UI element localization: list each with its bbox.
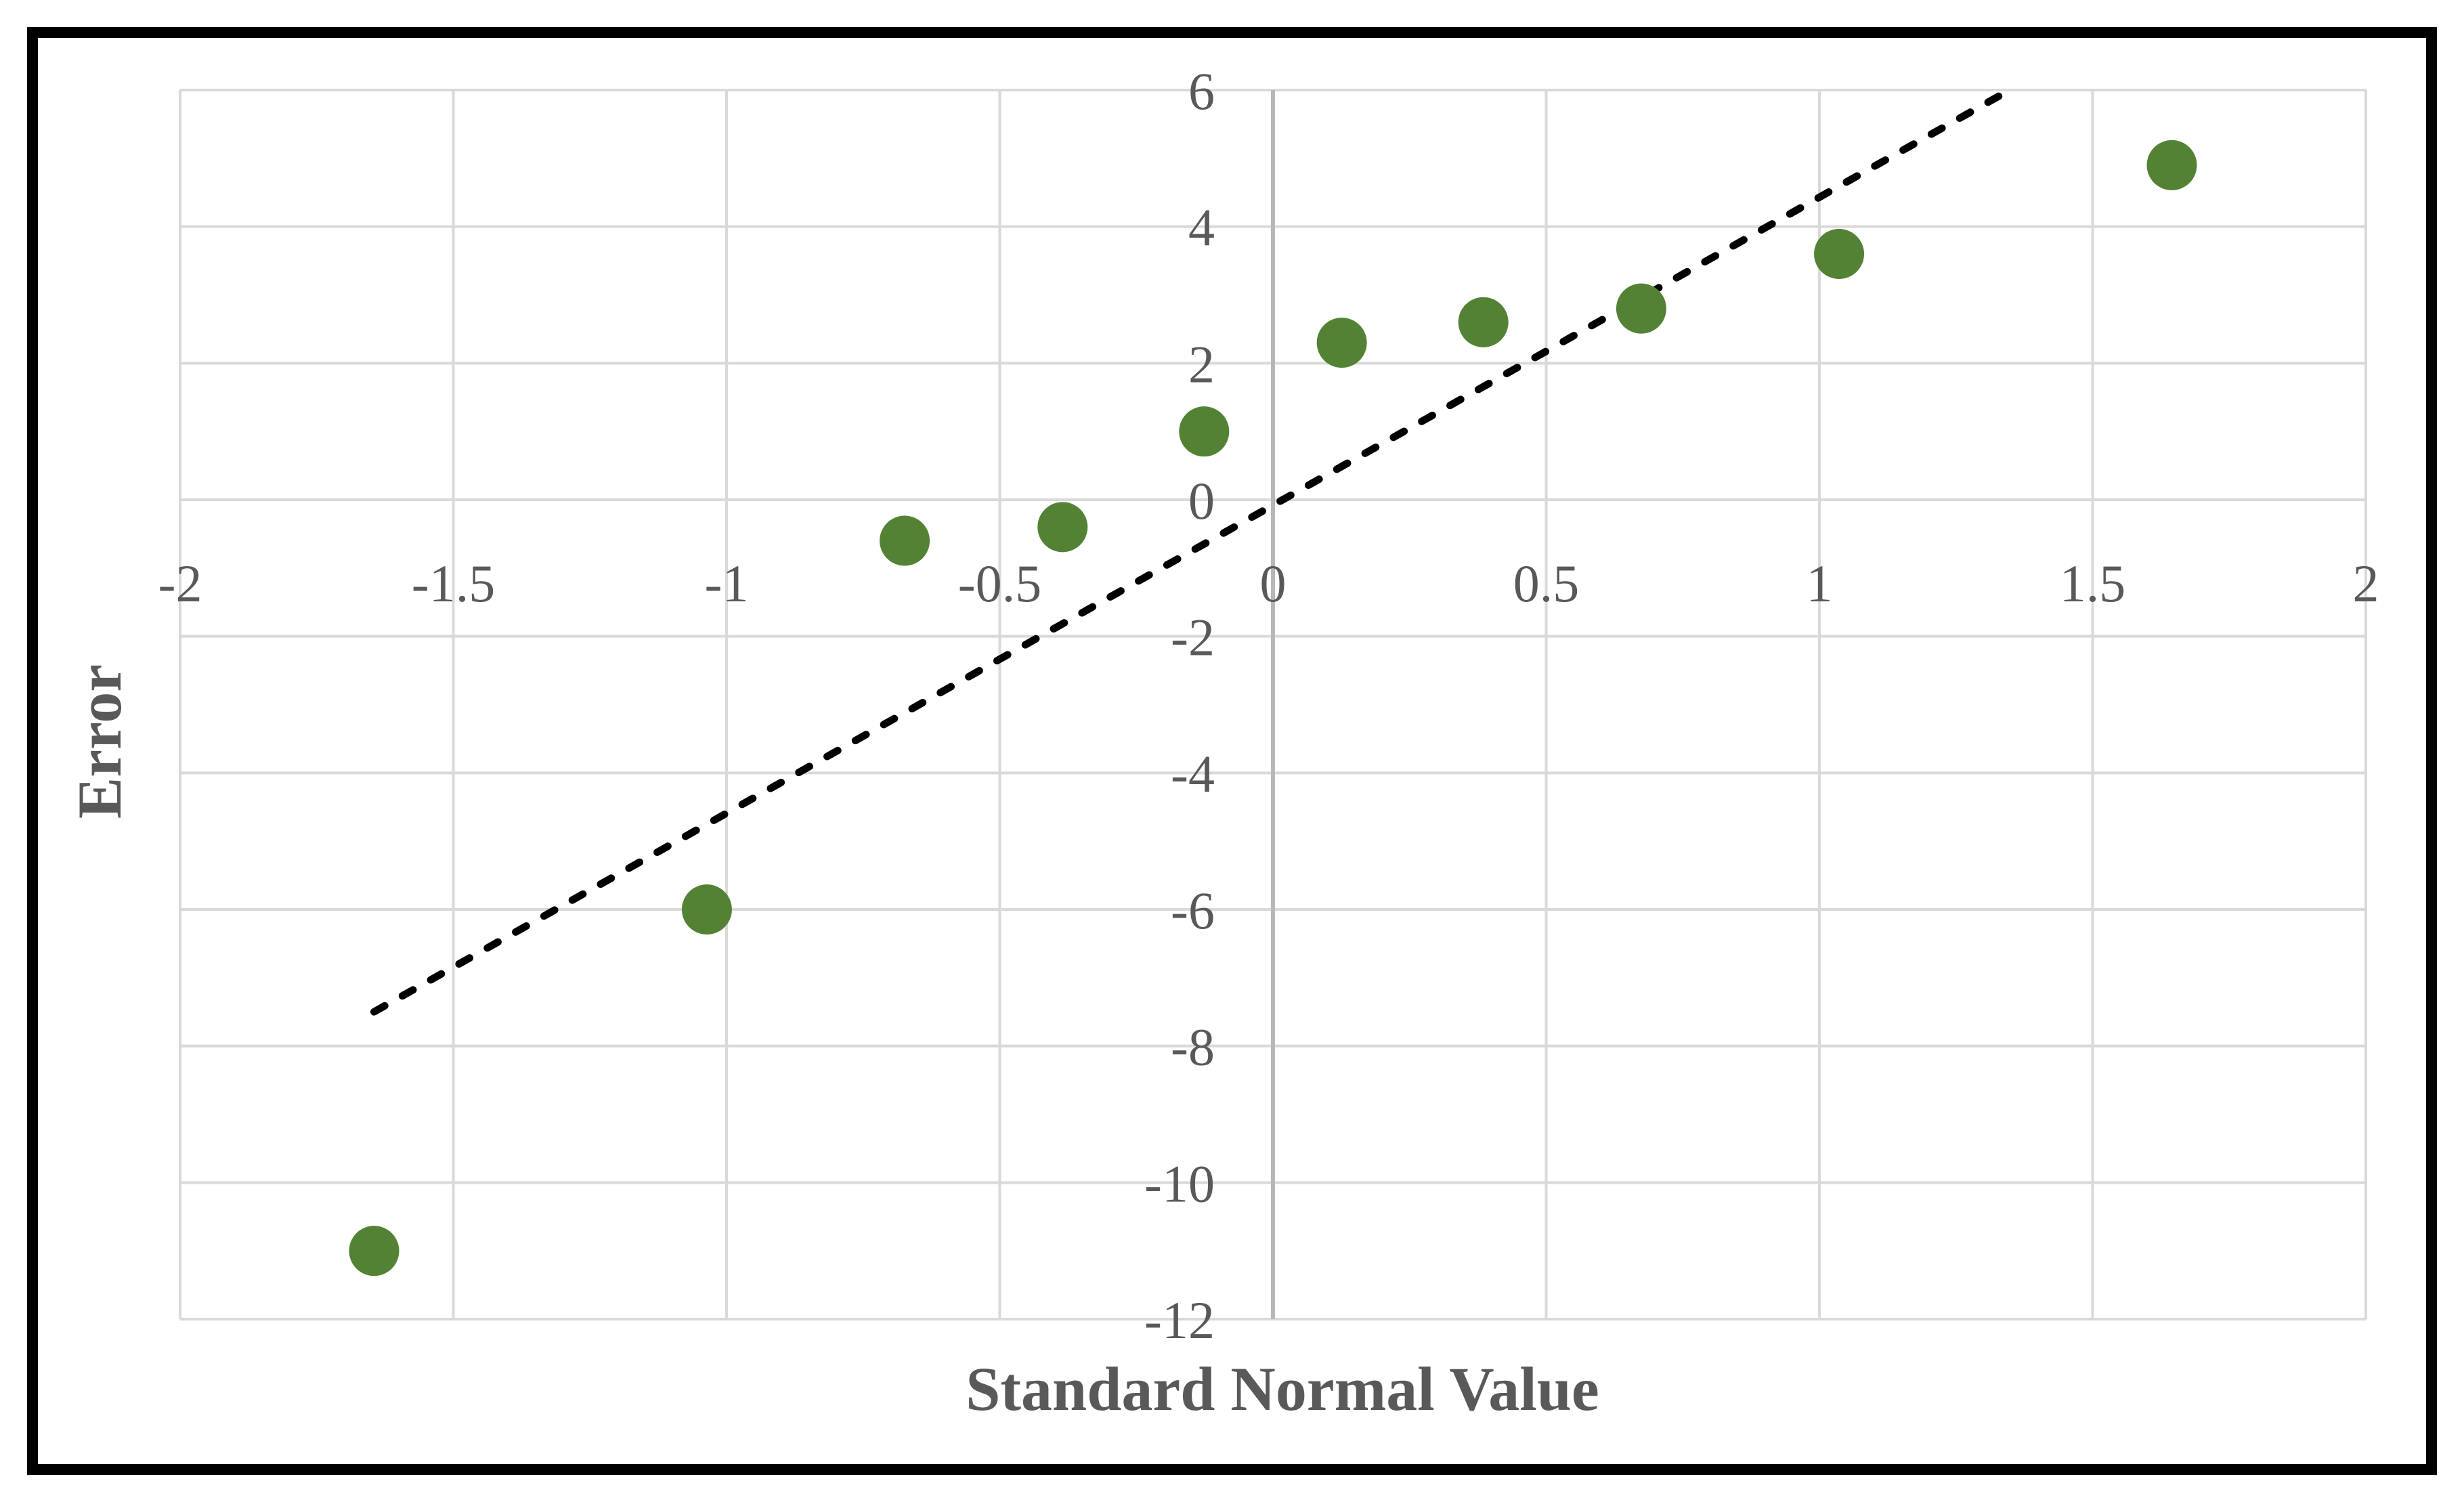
data-point bbox=[681, 884, 732, 935]
data-point bbox=[349, 1226, 399, 1276]
tick-labels-layer: -2 -1.5 -1 -0.5 0 0.5 1 1.5 2 6 4 2 0 -2 -4 -6 -8 -10 -12 bbox=[158, 62, 2379, 1350]
x-axis-title: Standard Normal Value bbox=[966, 1354, 1599, 1423]
data-point bbox=[2146, 140, 2197, 190]
y-tick-label: 6 bbox=[1188, 62, 1215, 121]
x-tick-label: 2 bbox=[2353, 554, 2379, 613]
y-tick-label: 0 bbox=[1188, 471, 1215, 530]
data-point bbox=[1458, 297, 1509, 347]
data-point bbox=[1179, 406, 1230, 457]
data-point bbox=[1616, 283, 1666, 334]
data-point bbox=[1814, 229, 1865, 279]
y-tick-label: -10 bbox=[1144, 1154, 1215, 1213]
x-tick-label: -1.5 bbox=[412, 554, 495, 613]
data-points-layer bbox=[349, 140, 2197, 1276]
x-tick-label: -2 bbox=[158, 554, 202, 613]
y-tick-label: -12 bbox=[1144, 1291, 1215, 1350]
data-point bbox=[1316, 318, 1367, 368]
data-point bbox=[1037, 502, 1088, 553]
data-point bbox=[880, 515, 930, 566]
trendline-layer bbox=[370, 86, 2014, 1016]
y-tick-label: -6 bbox=[1171, 881, 1215, 940]
x-tick-label: 1 bbox=[1807, 554, 1833, 613]
x-tick-label: 1.5 bbox=[2060, 554, 2126, 613]
x-tick-label: -1 bbox=[705, 554, 749, 613]
x-tick-label: 0.5 bbox=[1513, 554, 1580, 613]
y-tick-label: -2 bbox=[1171, 608, 1215, 667]
x-tick-label: 0 bbox=[1260, 554, 1287, 613]
trendline-dashed bbox=[370, 86, 2014, 1016]
frame-border bbox=[27, 27, 2437, 1475]
x-tick-label: -0.5 bbox=[958, 554, 1041, 613]
y-tick-label: 2 bbox=[1188, 335, 1215, 393]
y-axis-title: Error bbox=[65, 664, 134, 819]
y-tick-label: -8 bbox=[1171, 1018, 1215, 1077]
y-tick-label: 4 bbox=[1188, 198, 1215, 257]
y-tick-label: -4 bbox=[1171, 744, 1215, 803]
